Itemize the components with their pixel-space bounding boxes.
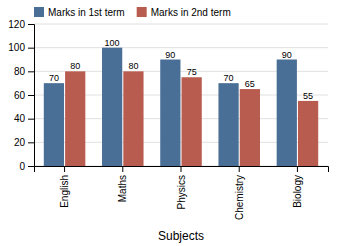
tick-label: 20 (14, 137, 26, 148)
tick: 120 (8, 19, 34, 30)
x-axis: English Maths Physics Chemistry Biology (35, 166, 329, 220)
bar (182, 77, 202, 166)
tick-mark (28, 166, 34, 167)
tick: Physics (176, 166, 187, 209)
tick-label: 80 (14, 66, 26, 77)
data-labels: 70 100 90 70 90 80 80 75 65 55 (49, 38, 313, 101)
tick-mark (28, 24, 34, 25)
series (65, 71, 318, 166)
tick: Maths (117, 166, 128, 202)
chart: 70 100 90 70 90 80 80 75 65 55 0 20 40 60 80 100 120 Engl… (0, 0, 338, 246)
grid-line (34, 47, 328, 48)
tick-label: Chemistry (234, 175, 245, 220)
tick-mark (239, 166, 240, 172)
bar (298, 101, 318, 166)
bar (277, 60, 297, 167)
data-label: 100 (105, 38, 120, 48)
data-label: 90 (165, 50, 175, 60)
bars (44, 48, 318, 166)
tick-mark (122, 166, 123, 172)
data-label: 70 (49, 73, 59, 83)
tick-label: Biology (292, 175, 303, 208)
tick: Chemistry (234, 166, 245, 220)
tick-mark (28, 71, 34, 72)
legend-item: Marks in 2nd term (137, 7, 231, 18)
bar (102, 48, 122, 166)
tick-mark (28, 95, 34, 96)
x-axis-title: Subjects (158, 229, 204, 243)
tick: English (59, 166, 70, 208)
bar (123, 71, 143, 166)
tick-label: 60 (14, 90, 26, 101)
axis-line (35, 167, 329, 173)
data-label: 55 (303, 91, 313, 101)
tick-label: 40 (14, 113, 26, 124)
tick-mark (28, 48, 34, 49)
data-label: 80 (70, 61, 80, 71)
tick: 60 (14, 90, 34, 101)
bar (240, 89, 260, 166)
tick-label: English (59, 175, 70, 208)
tick: 100 (8, 42, 34, 53)
tick-label: 120 (8, 19, 25, 30)
tick: 80 (14, 66, 34, 77)
tick-mark (28, 142, 34, 143)
legend-label: Marks in 2nd term (151, 7, 231, 18)
tick: 20 (14, 137, 34, 148)
tick-label: 0 (19, 161, 25, 172)
bar (65, 71, 85, 166)
tick: 0 (19, 161, 34, 172)
series (44, 48, 297, 166)
tick-mark (64, 166, 65, 172)
axis-line (28, 25, 35, 167)
tick-mark (28, 119, 34, 120)
tick-label: Maths (117, 175, 128, 202)
data-label: 70 (224, 73, 234, 83)
tick: 40 (14, 113, 34, 124)
tick-label: 100 (8, 42, 25, 53)
legend-label: Marks in 1st term (48, 7, 125, 18)
bar (160, 60, 180, 167)
tick-label: Physics (176, 175, 187, 209)
legend-swatch (34, 7, 44, 17)
tick-mark (181, 166, 182, 172)
bar (218, 83, 238, 166)
legend-item: Marks in 1st term (34, 7, 125, 18)
y-axis: 0 20 40 60 80 100 120 (8, 19, 34, 172)
bar (44, 83, 64, 166)
tick-mark (297, 166, 298, 172)
grid (34, 24, 328, 166)
legend-swatch (137, 7, 147, 17)
tick: Biology (292, 166, 303, 208)
data-label: 80 (128, 61, 138, 71)
data-label: 65 (245, 79, 255, 89)
grid-line (34, 24, 328, 25)
data-label: 75 (187, 67, 197, 77)
data-label: 90 (282, 50, 292, 60)
legend: Marks in 1st term Marks in 2nd term (34, 7, 231, 18)
